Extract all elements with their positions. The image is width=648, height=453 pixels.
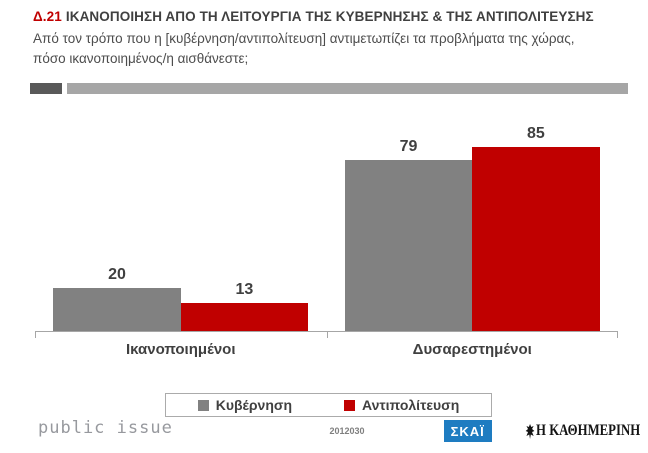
data-label: 20 <box>108 265 126 283</box>
skai-logo: ΣΚΑΪ <box>443 420 492 442</box>
media-logos: ΣΚΑΪ Η ΚΑΘΗΜΕΡΙΝΗ <box>443 420 640 442</box>
legend-item: Αντιπολίτευση <box>344 397 459 413</box>
bar-group: 79 85 <box>327 115 619 331</box>
axis-tick <box>35 332 36 338</box>
bar-group: 20 13 <box>35 115 327 331</box>
legend-swatch <box>197 399 209 411</box>
question-code: Δ.21 <box>33 9 62 24</box>
legend-item: Κυβέρνηση <box>197 397 292 413</box>
bar: 79 <box>344 138 473 331</box>
header: Δ.21 ΙΚΑΝΟΠΟΙΗΣΗ ΑΠΟ ΤΗ ΛΕΙΤΟΥΡΓΙΑ ΤΗΣ ΚΥ… <box>33 9 611 69</box>
question-subtitle: Από τον τρόπο που η [κυβέρνηση/αντιπολίτ… <box>33 31 575 66</box>
bar-chart-plot: 20 13 79 85 <box>35 115 618 338</box>
data-label: 79 <box>399 138 418 156</box>
kathimerini-emblem-icon <box>525 423 535 439</box>
kathimerini-logo: Η ΚΑΘΗΜΕΡΙΝΗ <box>525 422 640 440</box>
axis-tick <box>326 332 328 338</box>
bar-groups: 20 13 79 85 <box>35 115 618 331</box>
separator-dark-block <box>30 83 62 94</box>
legend-label: Αντιπολίτευση <box>362 397 460 413</box>
category-label: Δυσαρεστημένοι <box>412 341 532 358</box>
axis-tick <box>617 332 618 338</box>
data-label: 13 <box>235 280 254 298</box>
separator-band <box>30 83 628 94</box>
chart-legend: Κυβέρνηση Αντιπολίτευση <box>165 393 492 417</box>
category-label: Ικανοποιημένοι <box>125 341 236 358</box>
legend-swatch <box>344 399 355 411</box>
title-text: ΙΚΑΝΟΠΟΙΗΣΗ ΑΠΟ ΤΗ ΛΕΙΤΟΥΡΓΙΑ ΤΗΣ ΚΥΒΕΡΝ… <box>65 9 594 24</box>
category-axis-labels: Ικανοποιημένοι Δυσαρεστημένοι <box>35 341 618 358</box>
public-issue-logo: public issue <box>38 418 173 438</box>
bar: 20 <box>53 266 181 331</box>
legend-label: Κυβέρνηση <box>215 397 292 413</box>
bar: 85 <box>472 125 600 331</box>
separator-light-bar <box>67 83 628 94</box>
survey-id: 2012030 <box>329 426 365 436</box>
data-label: 85 <box>527 125 545 143</box>
kathimerini-logo-text: Η ΚΑΘΗΜΕΡΙΝΗ <box>535 422 640 439</box>
chart-title: Δ.21 ΙΚΑΝΟΠΟΙΗΣΗ ΑΠΟ ΤΗ ΛΕΙΤΟΥΡΓΙΑ ΤΗΣ ΚΥ… <box>33 9 611 24</box>
bar: 13 <box>180 281 309 331</box>
